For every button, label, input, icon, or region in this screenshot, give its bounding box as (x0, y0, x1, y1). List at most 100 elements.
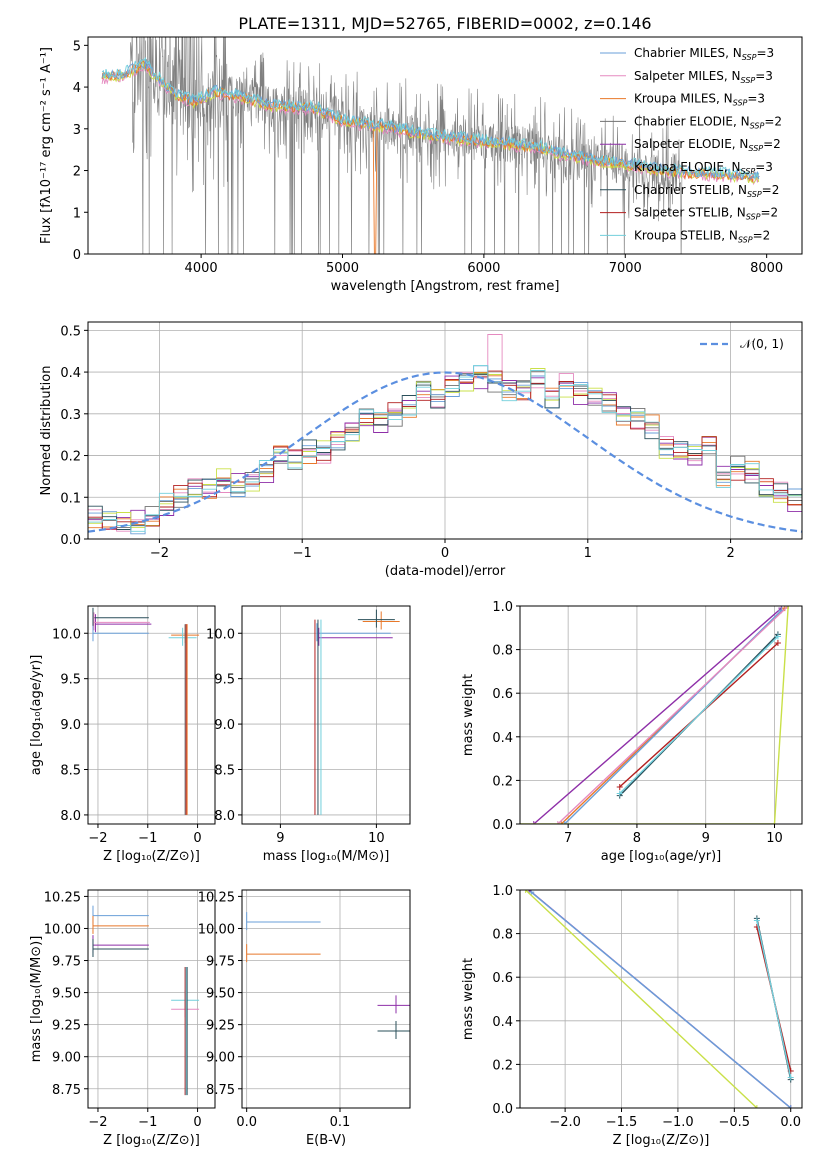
y-tick-label: 8.5 (60, 764, 81, 779)
y-tick-label: 5 (73, 39, 81, 54)
weight-marker (558, 821, 565, 824)
weight-marker (753, 917, 760, 924)
y-tick-label: 8.75 (206, 1083, 235, 1098)
y-tick-label: 3 (73, 123, 81, 138)
plot-area (92, 905, 200, 1096)
weight-marker (774, 640, 781, 647)
y-axis-label: mass [log₁₀(M/M⊙)] (29, 936, 44, 1063)
x-tick-label: −2 (150, 546, 169, 561)
x-tick-label: −2.0 (549, 1115, 581, 1130)
weight-marker (616, 783, 623, 790)
legend-entry: Kroupa MILES, NSSP=3 (634, 92, 765, 108)
x-tick-label: 7000 (609, 261, 642, 276)
histogram-kroupa-miles (88, 370, 802, 539)
weight-marker (522, 890, 529, 893)
weight-line-kroupa-elodie (520, 606, 789, 824)
histogram-chabrier-stelib (88, 373, 802, 539)
y-tick-label: 9.00 (206, 1051, 235, 1066)
x-tick-label: 0 (193, 1115, 201, 1130)
legend-value: =2 (763, 137, 781, 151)
plot-area (246, 912, 410, 1040)
weight-line-chabrier-miles (530, 891, 792, 1108)
legend-entry: Chabrier ELODIE, NSSP=2 (634, 114, 782, 130)
weight-line-kroupa-elodie (525, 890, 758, 1108)
y-tick-label: 0.2 (492, 774, 513, 789)
y-axis-label: mass weight (461, 674, 476, 756)
legend-subscript: SSP (741, 76, 756, 85)
y-tick-label: 0.4 (492, 1015, 513, 1030)
y-tick-label: 9.0 (214, 718, 235, 733)
plot-frame (241, 605, 411, 825)
legend-subscript: SSP (748, 144, 763, 153)
y-tick-label: 8.0 (60, 809, 81, 824)
y-tick-label: 9.50 (206, 987, 235, 1002)
spectrum-panel: 4000 5000 6000 7000 8000 0 1 2 3 4 5 wavelength [An… (39, 14, 803, 294)
plot-frame (241, 889, 411, 1109)
y-tick-label: 0.4 (492, 731, 513, 746)
legend-subscript: SSP (746, 213, 761, 222)
y-tick-label: 0.6 (492, 971, 513, 986)
legend-label: Salpeter ELODIE, N (634, 137, 748, 151)
x-tick-label: −1 (138, 831, 157, 846)
histogram-salpeter-elodie (88, 375, 802, 539)
y-tick-label: 0.4 (60, 366, 81, 381)
plot-area (101, 37, 760, 254)
y-tick-label: 0.5 (60, 324, 81, 339)
y-tick-label: 9.0 (60, 718, 81, 733)
x-tick-label: 0.0 (236, 1115, 257, 1130)
legend-value: =3 (747, 92, 765, 106)
legend-entry: Kroupa ELODIE, NSSP=3 (634, 160, 773, 176)
y-tick-label: 1.0 (492, 884, 513, 899)
legend-label: Chabrier ELODIE, N (634, 114, 750, 128)
age-vs-metallicity-panel: −2 −1 0 8.0 8.5 9.0 9.5 10.0 Z [log₁₀(Z/Z⊙)] age … (29, 605, 216, 864)
y-tick-label: 0.2 (60, 450, 81, 465)
y-tick-label: 2 (73, 165, 81, 180)
y-tick-label: 0 (73, 248, 81, 263)
plot-area (522, 890, 794, 1108)
x-axis-label: Z [log₁₀(Z/Z⊙)] (613, 1133, 710, 1148)
legend-value: =2 (764, 114, 782, 128)
legend-value: =3 (756, 46, 774, 60)
x-tick-label: 10 (368, 831, 385, 846)
plot-area (88, 334, 802, 539)
legend-label: Salpeter STELIB, N (634, 206, 746, 220)
x-tick-label: 1 (584, 546, 592, 561)
y-axis-label: age [log₁₀(age/yr)] (29, 655, 44, 776)
y-tick-label: 0.6 (492, 687, 513, 702)
weight-marker (616, 790, 623, 797)
legend-subscript: SSP (747, 190, 762, 199)
weight-line-salpeter-elodie (533, 607, 782, 824)
x-tick-label: 10 (766, 831, 783, 846)
plot-frame (87, 889, 216, 1109)
legend-subscript: SSP (741, 167, 756, 176)
plot-area (92, 607, 200, 815)
legend-entry: Kroupa STELIB, NSSP=2 (634, 228, 770, 244)
x-tick-label: 0.1 (330, 1115, 351, 1130)
y-tick-label: 0.0 (60, 533, 81, 548)
legend-value: =3 (755, 69, 773, 83)
weight-line-salpeter-miles (557, 606, 789, 824)
y-tick-label: 9.50 (52, 987, 81, 1002)
weight-line-kroupa-stelib (756, 920, 792, 1078)
y-tick-label: 1 (73, 206, 81, 221)
legend-value: =3 (755, 160, 773, 174)
weight-marker (561, 821, 568, 824)
legend-label: Kroupa ELODIE, N (634, 160, 741, 174)
x-tick-label: 6000 (467, 261, 500, 276)
y-tick-label: 0.2 (492, 1058, 513, 1073)
legend-subscript: SSP (742, 53, 757, 62)
x-tick-label: −1 (138, 1115, 157, 1130)
y-tick-label: 9.75 (52, 955, 81, 970)
weight-marker (787, 1074, 794, 1081)
weight-marker (753, 1105, 760, 1108)
legend-label: Kroupa MILES, N (634, 92, 733, 106)
y-tick-label: 0.0 (492, 818, 513, 833)
legend-entry: Chabrier STELIB, NSSP=2 (634, 183, 779, 199)
mass-vs-extinction-panel: 0.0 0.1 8.75 9.00 9.25 9.50 9.75 10.00 10.25 E(B-… (198, 889, 411, 1148)
y-axis-label: Flux [fλ10⁻¹⁷ erg cm⁻² s⁻¹ A⁻¹] (39, 47, 54, 244)
legend-entry: Salpeter STELIB, NSSP=2 (634, 206, 778, 222)
weight-vs-age-panel: 7 8 9 10 0.0 0.2 0.4 0.6 0.8 1.0 age [log₁₀(age/yr… (461, 600, 803, 864)
plot-frame (519, 605, 803, 825)
x-tick-label: 2 (726, 546, 734, 561)
x-axis-label: mass [log₁₀(M/M⊙)] (263, 849, 390, 864)
